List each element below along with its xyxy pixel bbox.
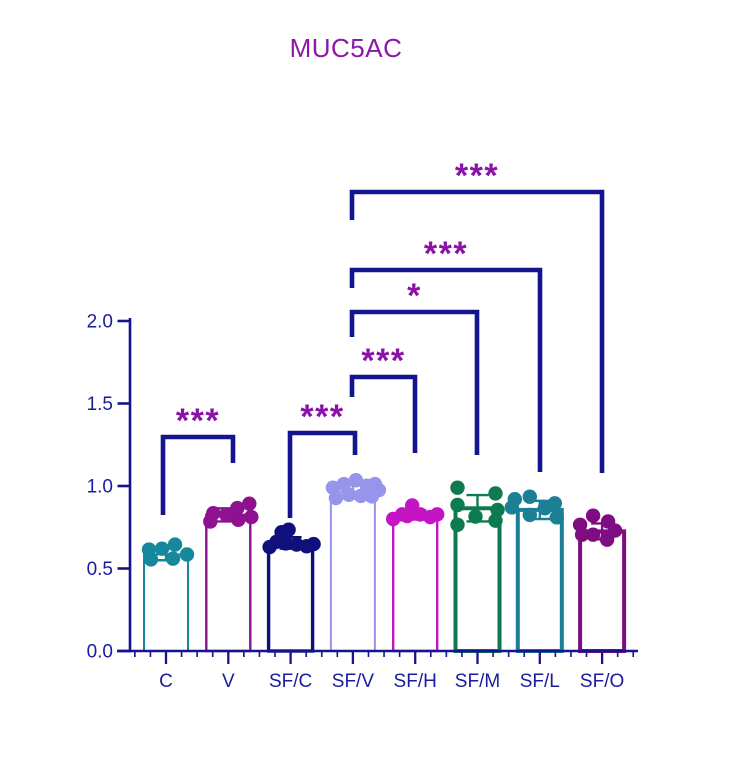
y-tick-label: 1.0 <box>87 477 113 498</box>
bar-group-SF-M <box>450 480 505 653</box>
points-SF-L <box>504 489 564 525</box>
bar-SF-L <box>515 507 564 653</box>
data-point <box>522 507 537 523</box>
data-point <box>585 508 601 523</box>
data-point <box>574 527 590 542</box>
significance-bracket-SF-V-SF-O <box>349 189 605 473</box>
bar-group-V <box>203 496 259 653</box>
bar-SF-O <box>578 529 627 653</box>
points-SF-M <box>450 480 505 532</box>
data-point <box>549 510 564 525</box>
y-tick-label: 0.5 <box>87 559 113 580</box>
data-point <box>522 489 537 504</box>
x-axis-category-label: C <box>159 671 173 692</box>
data-point <box>490 502 505 518</box>
bar-group-SF-O <box>572 508 627 653</box>
bar-group-SF-L <box>504 489 564 653</box>
bar-group-SF-V <box>325 473 387 652</box>
chart-title: MUC5AC <box>289 33 403 63</box>
data-point <box>430 507 445 522</box>
data-point <box>231 512 246 528</box>
axes-layer: 0.0 0.5 1.0 1.5 2.0 C V SF/C SF/V SF/H SF/M SF/L SF/… <box>87 312 638 692</box>
data-point <box>371 482 387 498</box>
data-point <box>143 552 159 567</box>
data-point <box>230 500 245 516</box>
bar-V <box>205 513 252 653</box>
data-point <box>165 551 181 566</box>
significance-bracket-SF-C-SF-V <box>287 430 358 518</box>
points-SF-V <box>325 473 387 506</box>
points-SF-O <box>572 508 623 547</box>
significance-bracket-C-V <box>160 434 236 515</box>
data-point <box>244 509 259 525</box>
x-axis-category-label: V <box>222 671 235 692</box>
data-point <box>607 523 623 538</box>
data-point <box>450 497 465 513</box>
y-tick-label: 0.0 <box>87 642 113 663</box>
data-point <box>468 509 483 524</box>
x-axis-category-label: SF/H <box>394 671 437 692</box>
significance-label: *** <box>361 342 405 380</box>
bar-group-C <box>141 537 195 652</box>
data-point <box>219 507 234 523</box>
data-point <box>450 517 465 532</box>
x-axis-category-label: SF/O <box>580 671 624 692</box>
significance-bracket-SF-V-SF-M <box>349 309 480 455</box>
data-point <box>353 488 369 504</box>
data-point <box>585 527 601 542</box>
data-point <box>507 492 522 507</box>
significance-label: *** <box>300 398 344 436</box>
bar-group-SF-C <box>262 522 321 653</box>
significance-layer: *** ************* <box>160 157 605 518</box>
significance-label: *** <box>424 235 468 273</box>
data-point <box>306 536 321 552</box>
significance-label: *** <box>455 157 499 195</box>
significance-label: *** <box>176 402 220 440</box>
points-C <box>141 537 195 567</box>
x-axis-category-label: SF/L <box>520 671 560 692</box>
data-point <box>348 473 364 488</box>
y-tick-label: 2.0 <box>87 312 113 333</box>
bar-SF-H <box>392 513 439 653</box>
x-axis-category-label: SF/V <box>332 671 375 692</box>
data-point <box>278 536 293 551</box>
data-point <box>167 537 183 552</box>
bars-layer <box>141 473 627 653</box>
data-point <box>341 487 357 502</box>
x-axis-category-label: SF/M <box>455 671 500 692</box>
points-V <box>203 496 259 529</box>
data-point <box>206 506 221 521</box>
data-point <box>242 496 257 511</box>
data-point <box>281 522 296 537</box>
significance-bracket-SF-V-SF-L <box>349 267 543 472</box>
data-point <box>179 547 195 562</box>
bar-C <box>143 553 189 652</box>
bar-group-SF-H <box>386 498 445 653</box>
y-tick-label: 1.5 <box>87 394 113 415</box>
bar-SF-C <box>266 541 315 653</box>
bar-SF-V <box>329 490 376 652</box>
data-point <box>154 541 170 556</box>
x-axis-category-label: SF/C <box>269 671 312 692</box>
significance-label: * <box>407 277 422 315</box>
data-point <box>450 480 465 495</box>
data-point <box>400 508 415 524</box>
data-point <box>328 490 344 506</box>
data-point <box>547 496 562 511</box>
points-SF-C <box>262 522 321 555</box>
data-point <box>488 513 503 528</box>
data-point <box>336 476 352 492</box>
data-point <box>488 486 503 501</box>
points-SF-H <box>386 498 445 527</box>
significance-bracket-SF-V-SF-H <box>349 374 418 453</box>
